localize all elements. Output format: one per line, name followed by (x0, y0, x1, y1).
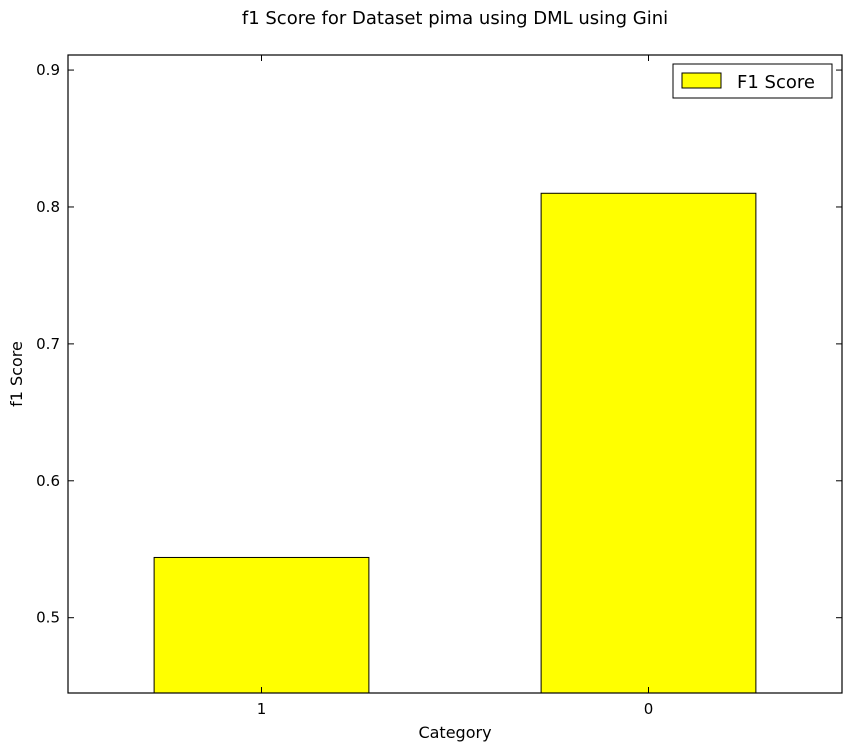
plot-frame (67, 54, 843, 694)
y-axis-label: f1 Score (7, 341, 26, 407)
x-axis-label: Category (418, 723, 491, 742)
bar-0 (540, 192, 757, 694)
legend-label: F1 Score (737, 72, 815, 93)
legend-swatch (681, 72, 722, 89)
chart-title: f1 Score for Dataset pima using DML usin… (242, 8, 668, 29)
y-tick-label: 0.8 (36, 198, 60, 216)
y-tick-label: 0.9 (36, 61, 60, 79)
y-axis-ticks: 0.5 0.6 0.7 0.8 0.9 (36, 61, 842, 627)
y-tick-label: 0.7 (36, 335, 60, 353)
y-tick-label: 0.5 (36, 609, 60, 627)
bars-group (153, 192, 757, 694)
x-tick-label: 1 (257, 700, 267, 718)
legend: F1 Score (672, 63, 833, 99)
y-tick-label: 0.6 (36, 472, 60, 490)
x-tick-label: 0 (644, 700, 654, 718)
bar-1 (153, 556, 370, 694)
